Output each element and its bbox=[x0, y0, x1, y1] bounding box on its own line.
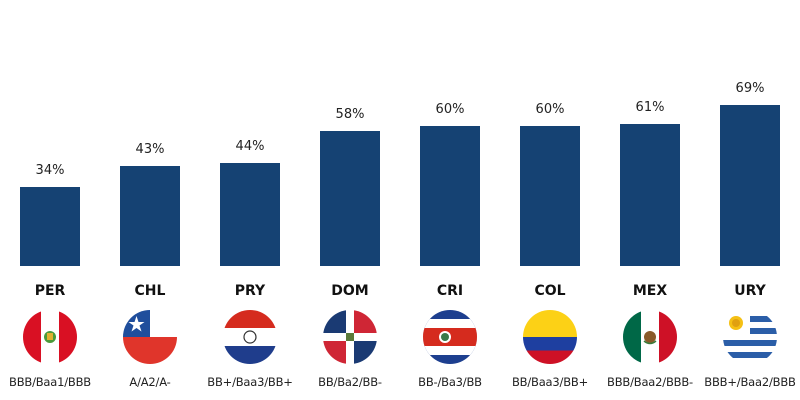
uruguay-flag-icon bbox=[723, 310, 777, 364]
data-label: 60% bbox=[535, 102, 565, 118]
bar-chl bbox=[120, 165, 180, 266]
data-label: 60% bbox=[435, 102, 465, 118]
bar-col bbox=[520, 126, 580, 266]
category-label: PRY bbox=[234, 283, 266, 299]
chile-flag-icon bbox=[123, 310, 177, 364]
rating-label: BB/Baa3/BB+ bbox=[511, 375, 589, 389]
mexico-flag-icon bbox=[623, 310, 677, 364]
data-label: 69% bbox=[735, 81, 765, 97]
dominican-republic-flag-icon bbox=[323, 310, 377, 364]
rating-label: BB-/Ba3/BB bbox=[418, 375, 482, 389]
data-label: 58% bbox=[335, 106, 365, 122]
category-label: URY bbox=[734, 283, 766, 299]
category-label: PER bbox=[34, 283, 66, 299]
category-label: COL bbox=[534, 283, 566, 299]
rating-label: A/A2/A- bbox=[129, 375, 171, 389]
peru-flag-icon bbox=[23, 310, 77, 364]
category-label: MEX bbox=[632, 283, 668, 299]
bar-cri bbox=[420, 126, 480, 266]
category-label: CHL bbox=[134, 283, 166, 299]
category-label: CRI bbox=[436, 283, 464, 299]
rating-label: BBB+/Baa2/BBB bbox=[704, 375, 796, 389]
rating-label: BB+/Baa3/BB+ bbox=[207, 375, 293, 389]
data-label: 61% bbox=[635, 99, 665, 115]
bar-ury bbox=[720, 105, 780, 266]
bar-dom bbox=[320, 130, 380, 266]
costa-rica-flag-icon bbox=[423, 310, 477, 364]
paraguay-flag-icon bbox=[223, 310, 277, 364]
data-label: 34% bbox=[35, 162, 65, 178]
colombia-flag-icon bbox=[523, 310, 577, 364]
data-label: 43% bbox=[135, 141, 165, 157]
bar-mex bbox=[620, 123, 680, 266]
rating-label: BB/Ba2/BB- bbox=[318, 375, 382, 389]
category-label: DOM bbox=[331, 283, 369, 299]
rating-label: BBB/Baa2/BBB- bbox=[607, 375, 693, 389]
rating-label: BBB/Baa1/BBB bbox=[9, 375, 91, 389]
bar-pry bbox=[220, 163, 280, 266]
data-label: 44% bbox=[235, 139, 265, 155]
bar-per bbox=[20, 186, 80, 266]
